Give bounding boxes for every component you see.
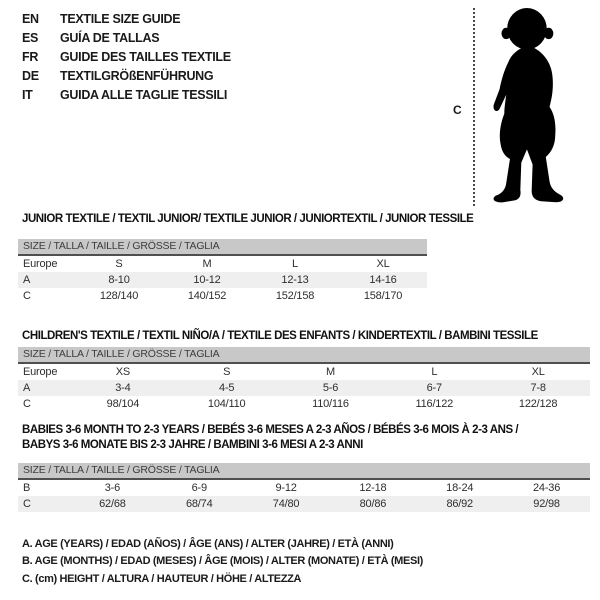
table-row: Europe XS S M L XL: [18, 364, 590, 380]
table-row: C 128/140 140/152 152/158 158/170: [18, 288, 427, 304]
size-cell: 116/122: [415, 398, 454, 410]
size-cell: 152/158: [275, 290, 315, 302]
table-row: B 3-6 6-9 9-12 12-18 18-24 24-36: [18, 480, 590, 496]
size-cell: 12-13: [281, 274, 309, 286]
size-cell: S: [115, 258, 123, 270]
language-row: IT GUIDA ALLE TAGLIE TESSILI: [22, 86, 231, 105]
language-code: FR: [22, 50, 39, 64]
size-cell: 14-16: [369, 274, 397, 286]
size-cell: L: [431, 366, 438, 378]
size-table-babies: B 3-6 6-9 9-12 12-18 18-24 24-36 C 62/68 68/74 74/…: [18, 480, 590, 512]
table-row: A 3-4 4-5 5-6 6-7 7-8: [18, 380, 590, 396]
row-label: A: [23, 274, 31, 286]
language-row: FR GUIDE DES TAILLES TEXTILE: [22, 48, 231, 67]
size-cell: 140/152: [187, 290, 227, 302]
height-measure-dotted-line: [473, 8, 475, 206]
size-cell: 18-24: [446, 482, 474, 494]
size-cell: 68/74: [185, 498, 213, 510]
table-row: C 98/104 104/110 110/116 116/122 122/128: [18, 396, 590, 412]
row-label: C: [23, 498, 31, 510]
language-code: IT: [22, 88, 33, 102]
size-cell: S: [223, 366, 231, 378]
size-cell: XL: [531, 366, 545, 378]
size-cell: L: [292, 258, 298, 270]
section-title-junior: JUNIOR TEXTILE / TEXTIL JUNIOR/ TEXTILE …: [22, 212, 474, 227]
row-label: C: [23, 290, 31, 302]
size-header-bar: SIZE / TALLA / TAILLE / GRÖSSE / TAGLIA: [18, 463, 590, 480]
size-cell: 74/80: [272, 498, 300, 510]
size-cell: XS: [115, 366, 131, 378]
size-cell: 86/92: [446, 498, 473, 510]
section-title-line: JUNIOR TEXTILE / TEXTIL JUNIOR/ TEXTILE …: [22, 213, 474, 225]
size-cell: M: [202, 258, 212, 270]
size-cell: 12-18: [359, 482, 387, 494]
language-title: TEXTILE SIZE GUIDE: [60, 12, 181, 26]
size-cell: 10-12: [193, 274, 221, 286]
size-cell: 98/104: [106, 398, 140, 410]
size-cell: 122/128: [518, 398, 558, 410]
language-title: TEXTILGRÖßENFÜHRUNG: [60, 69, 214, 83]
table-row: Europe S M L XL: [18, 256, 427, 272]
row-label: B: [23, 482, 31, 494]
legend-note-c: C. (cm) HEIGHT / ALTURA / HAUTEUR / HÖHE…: [22, 572, 302, 585]
size-cell: 80/86: [359, 498, 387, 510]
language-code: EN: [22, 12, 39, 26]
table-row: A 8-10 10-12 12-13 14-16: [18, 272, 427, 288]
legend-note-a: A. AGE (YEARS) / EDAD (AÑOS) / ÂGE (ANS)…: [22, 538, 394, 550]
size-cell: 3-6: [104, 482, 121, 494]
size-cell: M: [326, 366, 335, 378]
size-cell: 92/98: [533, 498, 560, 510]
language-row: ES GUÍA DE TALLAS: [22, 29, 231, 48]
section-title-line: BABIES 3-6 MONTH TO 2-3 YEARS / BEBÉS 3-…: [22, 424, 519, 436]
size-table-children: Europe XS S M L XL A 3-4 4-5 5-6 6-7 7-8 C 98/104 104/…: [18, 364, 590, 412]
size-cell: 104/110: [207, 398, 246, 410]
size-cell: 5-6: [322, 382, 339, 394]
size-cell: 62/68: [99, 498, 126, 510]
language-code: ES: [22, 31, 39, 45]
row-label: A: [23, 382, 31, 394]
language-title: GUIDA ALLE TAGLIE TESSILI: [60, 88, 228, 102]
size-cell: 158/170: [363, 290, 403, 302]
size-cell: 110/116: [312, 398, 349, 410]
language-row: EN TEXTILE SIZE GUIDE: [22, 10, 231, 29]
language-row: DE TEXTILGRÖßENFÜHRUNG: [22, 67, 231, 86]
row-label: Europe: [23, 366, 58, 378]
size-cell: 9-12: [275, 482, 297, 494]
size-header-bar: SIZE / TALLA / TAILLE / GRÖSSE / TAGLIA: [18, 347, 590, 364]
size-cell: 3-4: [115, 382, 131, 394]
size-header-bar: SIZE / TALLA / TAILLE / GRÖSSE / TAGLIA: [18, 239, 427, 256]
size-cell: 24-36: [533, 482, 561, 494]
table-row: C 62/68 68/74 74/80 80/86 86/92 92/98: [18, 496, 590, 512]
size-table-junior: Europe S M L XL A 8-10 10-12 12-13 14-16 C 128/140 1…: [18, 256, 427, 304]
size-cell: 6-7: [426, 382, 443, 394]
size-cell: 128/140: [99, 290, 139, 302]
row-label: Europe: [23, 258, 58, 270]
legend-note-b: B. AGE (MONTHS) / EDAD (MESES) / ÂGE (MO…: [22, 555, 423, 568]
size-cell: 4-5: [219, 382, 235, 394]
section-title-line: CHILDREN'S TEXTILE / TEXTIL NIÑO/A / TEX…: [22, 330, 538, 342]
size-cell: XL: [376, 258, 390, 270]
baby-silhouette-icon: [493, 8, 564, 203]
language-title: GUÍA DE TALLAS: [60, 31, 160, 45]
size-cell: 7-8: [530, 382, 546, 394]
language-title: GUIDE DES TAILLES TEXTILE: [60, 50, 231, 64]
legend-notes: A. AGE (YEARS) / EDAD (AÑOS) / ÂGE (ANS)…: [22, 536, 423, 588]
section-title-line: BABYS 3-6 MONATE BIS 2-3 JAHRE / BAMBINI…: [22, 438, 363, 451]
row-label: C: [23, 398, 31, 410]
size-cell: 6-9: [191, 482, 208, 494]
size-cell: 8-10: [108, 274, 130, 286]
section-title-children: CHILDREN'S TEXTILE / TEXTIL NIÑO/A / TEX…: [22, 329, 538, 344]
height-measure-label: C: [453, 103, 462, 117]
language-code: DE: [22, 69, 39, 83]
language-title-list: EN TEXTILE SIZE GUIDE ES GUÍA DE TALLAS …: [22, 10, 231, 105]
section-title-babies: BABIES 3-6 MONTH TO 2-3 YEARS / BEBÉS 3-…: [22, 423, 519, 452]
